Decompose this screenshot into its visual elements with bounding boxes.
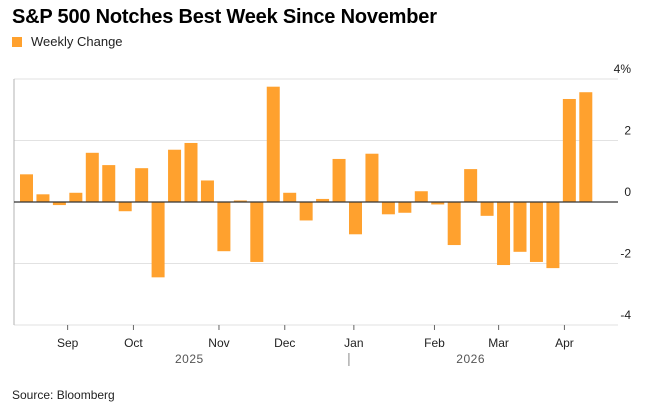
bar — [398, 202, 412, 213]
chart-title: S&P 500 Notches Best Week Since November — [12, 6, 437, 28]
x-tick-label: Jan — [344, 336, 363, 350]
bar — [200, 180, 214, 202]
y-tick-label: -4 — [620, 308, 631, 322]
x-tick-label: Mar — [488, 336, 509, 350]
x-tick-label: Dec — [274, 336, 295, 350]
y-tick-label: 2 — [624, 124, 631, 138]
bar — [52, 202, 66, 206]
year-label: 2025 — [175, 352, 204, 366]
bar — [184, 142, 198, 202]
bar — [447, 202, 461, 246]
bar — [562, 98, 576, 202]
bar — [414, 191, 428, 202]
bar — [365, 153, 379, 202]
bar — [579, 92, 593, 202]
x-tick-label: Oct — [124, 336, 143, 350]
bar — [233, 200, 247, 202]
bar — [464, 169, 478, 202]
bar — [529, 202, 543, 262]
legend: Weekly Change — [12, 34, 123, 49]
bar — [431, 202, 445, 205]
bar — [332, 158, 346, 202]
bar — [316, 198, 330, 202]
bar — [497, 202, 511, 266]
bar — [168, 149, 182, 202]
bar — [349, 202, 362, 235]
y-tick-label: -2 — [620, 247, 631, 261]
y-tick-label: 0 — [624, 185, 631, 199]
bar — [151, 202, 165, 278]
legend-label: Weekly Change — [31, 34, 123, 49]
year-label: 2026 — [456, 352, 485, 366]
bar — [135, 168, 149, 202]
x-tick-label: Apr — [555, 336, 574, 350]
bar — [69, 192, 83, 202]
y-tick-label: 4% — [614, 62, 632, 76]
source-note: Source: Bloomberg — [12, 388, 115, 402]
x-tick-label: Feb — [424, 336, 445, 350]
bar — [102, 165, 116, 202]
bar — [36, 194, 50, 202]
legend-swatch — [12, 36, 22, 47]
bar — [513, 202, 527, 252]
bar — [20, 174, 33, 202]
bar — [118, 202, 132, 212]
bar — [266, 86, 280, 202]
bar — [217, 202, 231, 252]
bar — [480, 202, 494, 216]
bar — [250, 202, 264, 262]
bar — [546, 202, 560, 269]
bar — [85, 152, 99, 202]
x-tick-label: Sep — [57, 336, 79, 350]
bar — [299, 202, 313, 221]
x-tick-label: Nov — [208, 336, 229, 350]
bar — [381, 202, 395, 215]
bar — [283, 192, 297, 202]
